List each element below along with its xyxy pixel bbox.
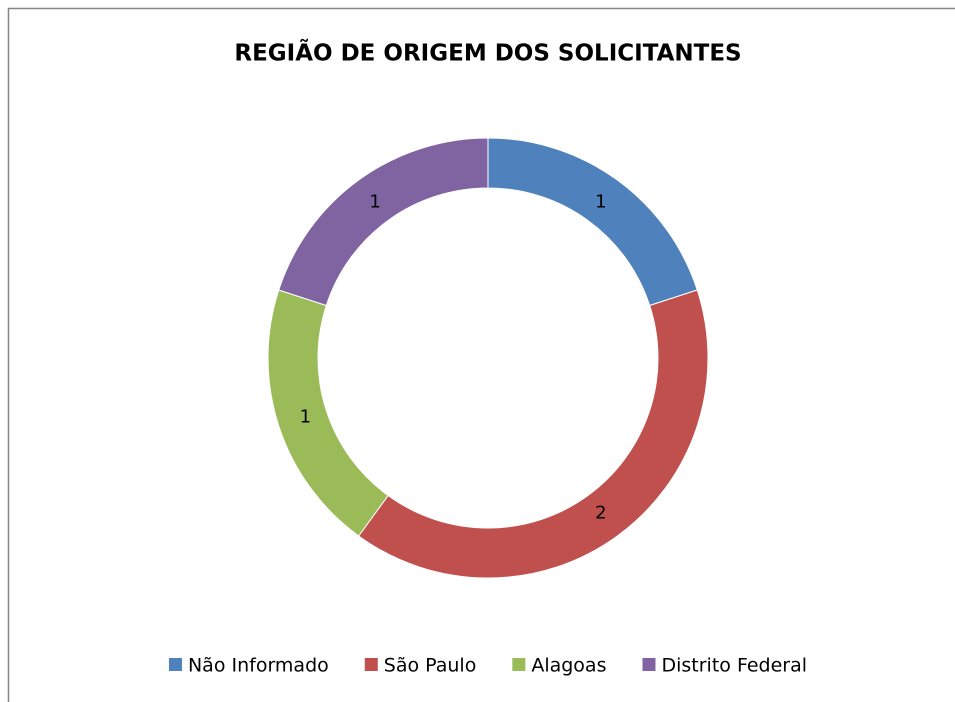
slice bbox=[357, 289, 709, 579]
data-label: 2 bbox=[595, 502, 606, 523]
legend-swatch bbox=[168, 658, 182, 671]
data-label: 1 bbox=[300, 406, 311, 427]
data-label: 1 bbox=[595, 192, 606, 213]
legend: Não Informado São Paulo Alagoas Distrito Fe… bbox=[168, 655, 807, 677]
legend-swatch bbox=[642, 658, 656, 671]
legend-swatch bbox=[512, 658, 526, 671]
legend-label: São Paulo bbox=[384, 655, 477, 677]
data-label: 1 bbox=[369, 192, 380, 213]
legend-label: Não Informado bbox=[188, 655, 329, 677]
slices: 1 2 1 1 bbox=[267, 137, 709, 579]
legend-label: Distrito Federal bbox=[661, 655, 807, 677]
slice bbox=[278, 137, 489, 307]
legend-label: Alagoas bbox=[531, 655, 606, 677]
legend-swatch bbox=[364, 658, 378, 671]
chart-border bbox=[7, 7, 955, 702]
chart-title: REGIÃO DE ORIGEM DOS SOLICITANTES bbox=[234, 39, 741, 67]
